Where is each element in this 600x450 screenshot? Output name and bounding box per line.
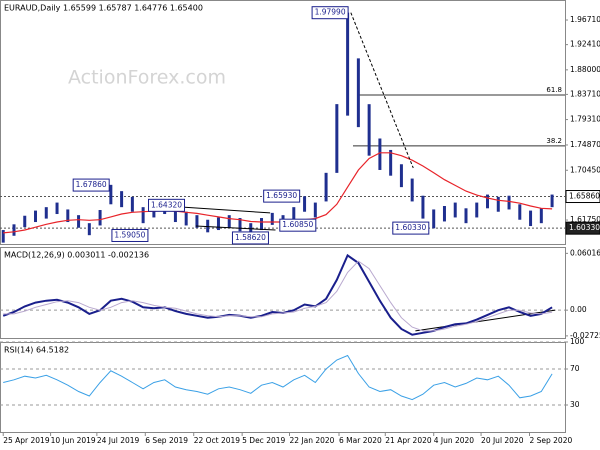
x-tick-label: 4 Jun 2020 <box>434 436 475 445</box>
x-tick-label: 2 Sep 2020 <box>529 436 572 445</box>
x-tick-label: 10 Jun 2019 <box>51 436 96 445</box>
price-label-box <box>72 178 110 192</box>
price-label-box <box>231 231 269 245</box>
price-label: 1.60330 <box>395 223 426 232</box>
level-label: 1.65860 <box>569 192 600 201</box>
x-tick-label: 5 Dec 2019 <box>242 436 285 445</box>
y-tick-label: 1.79310 <box>570 115 600 124</box>
panel-frame <box>0 0 566 245</box>
price-label: 1.65930 <box>266 191 297 200</box>
y-tick-label: 100 <box>570 337 585 346</box>
y-tick-label: 70 <box>570 364 580 373</box>
panel-title: MACD(12,26,9) 0.003011 -0.002136 <box>4 251 149 260</box>
price-label-box <box>279 218 317 232</box>
level-label-box <box>565 190 600 204</box>
x-tick-label: 6 Mar 2020 <box>339 436 382 445</box>
y-tick-label: 30 <box>570 400 580 409</box>
panel-title: RSI(14) 64.5182 <box>4 346 69 355</box>
level-label-box <box>565 221 600 235</box>
y-tick-label: 1.61750 <box>570 215 600 224</box>
x-tick-label: 6 Sep 2019 <box>145 436 188 445</box>
fib-label: 38.2 <box>546 137 562 145</box>
panel-title: EURAUD,Daily 1.65599 1.65787 1.64776 1.6… <box>4 4 203 13</box>
x-tick-label: 25 Apr 2019 <box>3 436 50 445</box>
y-tick-label: 1.83710 <box>570 89 600 98</box>
panel-frame <box>0 247 566 339</box>
y-tick-label: 1.88000 <box>570 65 600 74</box>
trendline <box>195 225 276 231</box>
x-tick-label: 24 Jul 2019 <box>97 436 140 445</box>
level-label: 1.60330 <box>569 223 600 232</box>
price-label: 1.64320 <box>151 200 182 209</box>
indicator-line <box>2 253 553 336</box>
x-tick-label: 22 Jan 2020 <box>289 436 334 445</box>
fib-label: 61.8 <box>546 86 562 94</box>
y-tick-label: 1.74870 <box>570 140 600 149</box>
price-label-box <box>311 6 349 20</box>
y-tick-label: 1.92410 <box>570 40 600 49</box>
y-tick-label: 0.060165 <box>570 248 600 257</box>
price-label: 1.58620 <box>235 233 266 242</box>
moving-average <box>3 152 553 234</box>
indicator-line <box>3 354 553 401</box>
price-label-box <box>263 189 301 203</box>
price-label: 1.59050 <box>114 230 145 239</box>
trendline <box>350 12 414 169</box>
price-label-box <box>392 221 430 235</box>
y-tick-label: 0.00 <box>570 305 587 314</box>
x-tick-label: 22 Oct 2019 <box>194 436 241 445</box>
x-tick-label: 21 Apr 2020 <box>385 436 432 445</box>
y-tick-label: -0.02725 <box>570 331 600 340</box>
price-label-box <box>148 198 186 212</box>
watermark: ActionForex.com <box>68 67 226 89</box>
price-label: 1.60850 <box>282 220 313 229</box>
y-tick-label: 1.70450 <box>570 165 600 174</box>
x-tick-label: 20 Jul 2020 <box>481 436 524 445</box>
price-label-box <box>111 228 149 242</box>
y-tick-label: 1.96710 <box>570 15 600 24</box>
price-label: 1.67860 <box>76 180 107 189</box>
indicator-line <box>3 260 553 332</box>
price-label: 1.97990 <box>315 8 346 17</box>
